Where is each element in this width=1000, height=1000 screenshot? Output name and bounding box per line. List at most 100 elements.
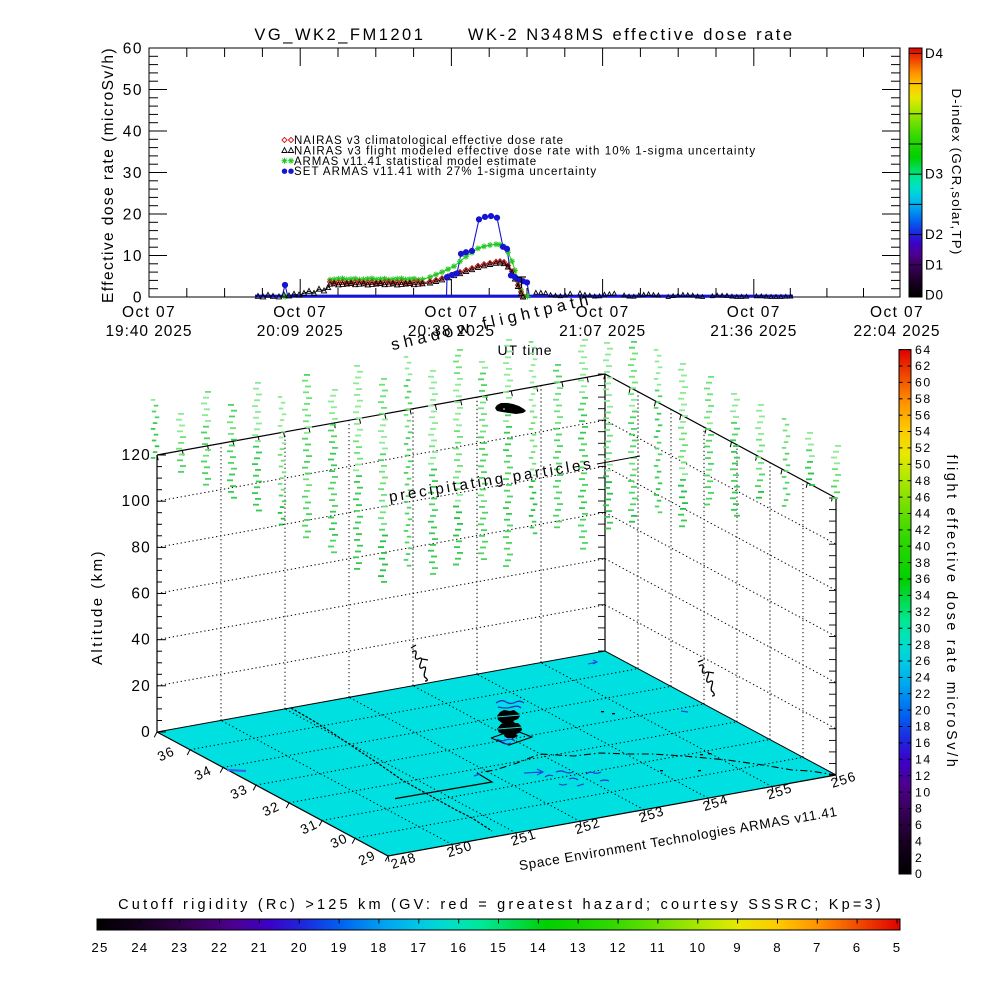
svg-text:38: 38 xyxy=(915,556,932,570)
svg-text:19: 19 xyxy=(330,940,347,955)
svg-text:5: 5 xyxy=(893,940,902,955)
svg-text:33: 33 xyxy=(228,781,250,802)
svg-text:ARMAS v11.41 statistical model: ARMAS v11.41 statistical model estimate xyxy=(294,156,537,168)
svg-text:SET ARMAS v11.41 with 27% 1-si: SET ARMAS v11.41 with 27% 1-sigma uncert… xyxy=(294,166,597,178)
svg-text:0: 0 xyxy=(915,867,923,881)
svg-text:29: 29 xyxy=(356,847,378,868)
svg-text:D-index (GCR,solar,TP): D-index (GCR,solar,TP) xyxy=(949,88,964,255)
svg-text:D0: D0 xyxy=(925,288,944,303)
svg-text:42: 42 xyxy=(915,523,932,537)
svg-text:20: 20 xyxy=(123,207,143,224)
svg-text:21: 21 xyxy=(251,940,268,955)
svg-text:17: 17 xyxy=(410,940,427,955)
svg-text:21:07 2025: 21:07 2025 xyxy=(559,323,646,340)
svg-text:15: 15 xyxy=(490,940,507,955)
svg-text:D3: D3 xyxy=(925,167,944,182)
svg-text:30: 30 xyxy=(123,165,143,182)
svg-text:16: 16 xyxy=(450,940,467,955)
svg-text:19:40 2025: 19:40 2025 xyxy=(106,323,193,340)
svg-text:0: 0 xyxy=(141,724,151,741)
svg-text:Cutoff rigidity (Rc) >125 km (: Cutoff rigidity (Rc) >125 km (GV: red = … xyxy=(118,897,884,913)
svg-text:8: 8 xyxy=(773,940,782,955)
svg-text:6: 6 xyxy=(915,818,923,832)
svg-text:50: 50 xyxy=(123,82,143,99)
svg-text:22:04 2025: 22:04 2025 xyxy=(854,323,941,340)
svg-text:18: 18 xyxy=(915,720,932,734)
svg-text:60: 60 xyxy=(123,41,143,58)
svg-text:58: 58 xyxy=(915,392,932,406)
svg-text:7: 7 xyxy=(813,940,822,955)
svg-text:12: 12 xyxy=(915,769,932,783)
svg-text:34: 34 xyxy=(915,589,932,603)
svg-text:40: 40 xyxy=(915,540,932,554)
svg-text:20:09 2025: 20:09 2025 xyxy=(257,323,344,340)
svg-text:62: 62 xyxy=(915,359,932,373)
svg-text:Effective dose rate (microSv/h: Effective dose rate (microSv/h) xyxy=(100,47,117,303)
svg-text:D2: D2 xyxy=(925,227,944,242)
svg-text:8: 8 xyxy=(915,802,923,816)
svg-text:36: 36 xyxy=(915,572,932,586)
svg-text:20: 20 xyxy=(291,940,308,955)
svg-text:21:36 2025: 21:36 2025 xyxy=(710,323,797,340)
svg-text:10: 10 xyxy=(915,785,932,799)
svg-text:Oct 07: Oct 07 xyxy=(576,304,630,321)
svg-text:22: 22 xyxy=(915,687,932,701)
svg-text:D1: D1 xyxy=(925,257,944,272)
svg-text:16: 16 xyxy=(915,736,932,750)
svg-text:10: 10 xyxy=(689,940,706,955)
svg-text:Altitude (km): Altitude (km) xyxy=(89,549,106,665)
svg-text:50: 50 xyxy=(915,458,932,472)
svg-text:44: 44 xyxy=(915,507,932,521)
svg-text:64: 64 xyxy=(915,343,932,357)
svg-text:18: 18 xyxy=(370,940,387,955)
svg-text:12: 12 xyxy=(609,940,626,955)
svg-text:120: 120 xyxy=(122,447,151,464)
svg-text:52: 52 xyxy=(915,441,932,455)
svg-text:Oct 07: Oct 07 xyxy=(424,304,478,321)
svg-text:NAIRAS v3 flight modeled effec: NAIRAS v3 flight modeled effective dose … xyxy=(294,145,756,157)
svg-text:flight effective dose rate mic: flight effective dose rate microSv/h xyxy=(943,454,959,769)
svg-text:Oct 07: Oct 07 xyxy=(122,304,176,321)
svg-text:25: 25 xyxy=(91,940,108,955)
svg-text:54: 54 xyxy=(915,425,932,439)
svg-text:20:38 2025: 20:38 2025 xyxy=(408,323,495,340)
svg-text:28: 28 xyxy=(915,638,932,652)
svg-text:34: 34 xyxy=(192,762,214,783)
svg-text:Oct 07: Oct 07 xyxy=(727,304,781,321)
svg-text:UT time: UT time xyxy=(498,342,553,358)
svg-text:NAIRAS v3 climatological effec: NAIRAS v3 climatological effective dose … xyxy=(294,135,564,147)
svg-text:46: 46 xyxy=(915,490,932,504)
svg-text:D4: D4 xyxy=(925,46,944,61)
svg-text:4: 4 xyxy=(915,834,923,848)
svg-text:10: 10 xyxy=(123,248,143,265)
svg-text:20: 20 xyxy=(915,703,932,717)
svg-text:Oct 07: Oct 07 xyxy=(870,304,924,321)
svg-text:24: 24 xyxy=(915,671,932,685)
svg-text:14: 14 xyxy=(530,940,547,955)
svg-text:30: 30 xyxy=(915,621,932,635)
svg-text:100: 100 xyxy=(122,493,151,510)
svg-text:VG_WK2_FM1201 WK-2 N348MS: VG_WK2_FM1201 WK-2 N348MS effective dose… xyxy=(254,26,794,44)
svg-text:56: 56 xyxy=(915,408,932,422)
svg-text:20: 20 xyxy=(131,678,151,695)
svg-text:40: 40 xyxy=(131,632,151,649)
svg-text:26: 26 xyxy=(915,654,932,668)
svg-text:14: 14 xyxy=(915,753,932,767)
svg-text:0: 0 xyxy=(133,290,143,307)
svg-text:80: 80 xyxy=(131,539,151,556)
svg-text:60: 60 xyxy=(915,376,932,390)
svg-text:13: 13 xyxy=(570,940,587,955)
svg-text:2: 2 xyxy=(915,851,923,865)
svg-text:9: 9 xyxy=(733,940,742,955)
svg-text:40: 40 xyxy=(123,124,143,141)
svg-text:31: 31 xyxy=(298,816,320,837)
svg-text:6: 6 xyxy=(853,940,862,955)
svg-text:Oct 07: Oct 07 xyxy=(273,304,327,321)
svg-text:36: 36 xyxy=(155,743,177,764)
svg-text:48: 48 xyxy=(915,474,932,488)
svg-text:22: 22 xyxy=(211,940,228,955)
svg-text:60: 60 xyxy=(131,586,151,603)
svg-text:24: 24 xyxy=(131,940,148,955)
svg-text:32: 32 xyxy=(260,798,282,819)
svg-text:32: 32 xyxy=(915,605,932,619)
